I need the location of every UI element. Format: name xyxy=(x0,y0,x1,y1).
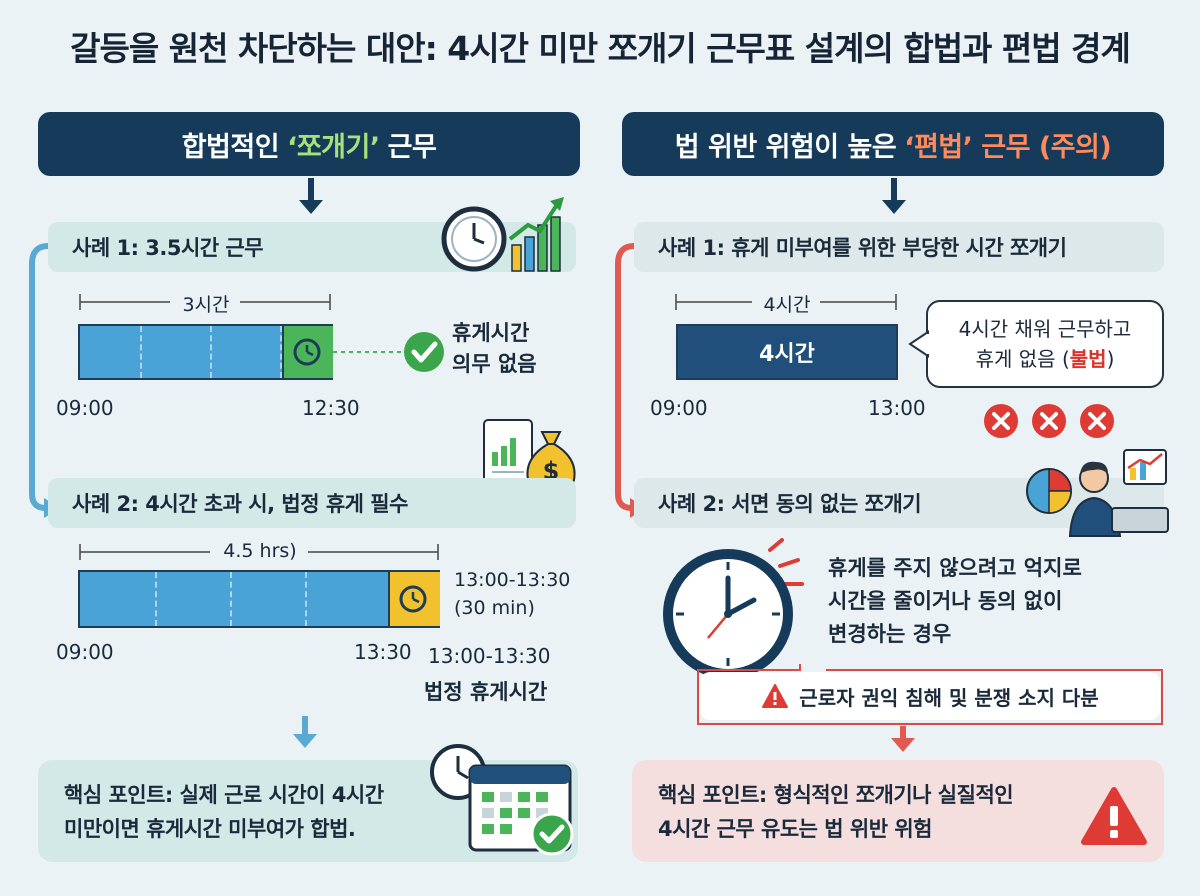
right-case2-desc-line1: 휴게를 주지 않으려고 억지로 xyxy=(828,556,1082,580)
left-key-line1: 핵심 포인트: 실제 근로 시간이 4시간 xyxy=(64,783,384,807)
left-case2-duration: 4.5 hrs) xyxy=(223,540,297,562)
check-icon xyxy=(404,332,444,372)
bubble-tail xyxy=(908,330,930,358)
dashed-connector xyxy=(333,351,401,353)
clock-icon xyxy=(399,585,427,613)
left-case1-start: 09:00 xyxy=(56,396,114,420)
right-key-line2: 4시간 근무 유도는 법 위반 위험 xyxy=(658,817,933,841)
right-key-point: 핵심 포인트: 형식적인 쪼개기나 실질적인 4시간 근무 유도는 법 위반 위… xyxy=(632,760,1164,862)
right-case1-label: 사례 1: 휴게 미부여를 위한 부당한 시간 쪼개기 xyxy=(634,222,1164,272)
right-case2-desc-line2: 시간을 줄이거나 동의 없이 xyxy=(828,589,1063,613)
left-case1-note-line2: 의무 없음 xyxy=(452,352,537,376)
right-case1-bubble-line2: 휴게 없음 (불법) xyxy=(928,344,1162,374)
left-case2-bar xyxy=(78,570,440,628)
pie-chart-icon xyxy=(1026,468,1072,514)
x-icon xyxy=(984,404,1018,438)
right-case2-warning-text: 근로자 권익 침해 및 분쟁 소지 다분 xyxy=(799,685,1099,710)
right-key-line1: 핵심 포인트: 형식적인 쪼개기나 실질적인 xyxy=(658,783,1014,807)
right-case2-desc-line3: 변경하는 경우 xyxy=(828,622,952,646)
growth-chart-icon xyxy=(508,197,564,272)
left-header-highlight: ‘쪼개기’ xyxy=(287,131,380,163)
left-case2-break-caption: 법정 휴게시간 xyxy=(424,680,548,704)
left-case1-note-line1: 휴게시간 xyxy=(452,321,530,345)
bubble-text-illegal: 불법 xyxy=(1069,347,1107,371)
left-header: 합법적인 ‘쪼개기’ 근무 xyxy=(38,112,580,176)
right-case1-bubble-line1: 4시간 채워 근무하고 xyxy=(958,317,1132,341)
right-header-highlight: ‘편법’ 근무 (주의) xyxy=(904,131,1112,163)
left-case2-dimension xyxy=(79,544,439,560)
left-header-post: 근무 xyxy=(387,131,437,163)
right-header: 법 위반 위험이 높은 ‘편법’ 근무 (주의) xyxy=(622,112,1164,176)
clock-icon xyxy=(293,338,321,366)
left-case2-break-note: 13:00-13:30 (30 min) xyxy=(454,566,570,622)
page-title: 갈등을 원천 차단하는 대안: 4시간 미만 쪼개기 근무표 설계의 합법과 편… xyxy=(70,29,1131,68)
right-case2-description: 휴게를 주지 않으려고 억지로 시간을 줄이거나 동의 없이 변경하는 경우 xyxy=(828,552,1082,651)
right-case1-duration: 4시간 xyxy=(763,294,811,316)
calendar-icon xyxy=(430,744,574,856)
left-case1-duration: 3시간 xyxy=(182,294,230,316)
left-case2-break-line1: 13:00-13:30 xyxy=(454,569,571,591)
right-key-arrow xyxy=(891,726,915,752)
clock-icon xyxy=(441,206,507,272)
person-laptop-icon xyxy=(1068,449,1169,537)
left-case1-note: 휴게시간 의무 없음 xyxy=(452,318,537,380)
right-header-arrow xyxy=(882,178,906,214)
x-icon xyxy=(1080,404,1114,438)
right-case1-start: 09:00 xyxy=(650,396,708,420)
right-case1-bar: 4시간 xyxy=(676,324,898,380)
left-case2-break-time: 13:00-13:30 xyxy=(428,644,551,668)
right-case1-bubble: 4시간 채워 근무하고 휴게 없음 (불법) xyxy=(926,300,1164,388)
bubble-text-post: ) xyxy=(1106,347,1115,371)
left-case2-end: 13:30 xyxy=(354,640,412,664)
left-header-pre: 합법적인 xyxy=(181,131,280,163)
right-header-pre: 법 위반 위험이 높은 xyxy=(674,131,897,163)
left-case1-end: 12:30 xyxy=(302,396,360,420)
left-case2-break-line2: (30 min) xyxy=(454,597,535,619)
x-icon xyxy=(1032,404,1066,438)
warning-icon xyxy=(1081,787,1147,845)
clock-icon xyxy=(663,538,804,679)
left-header-arrow xyxy=(299,178,323,214)
left-key-arrow xyxy=(293,716,317,748)
left-case2-label: 사례 2: 4시간 초과 시, 법정 휴게 필수 xyxy=(48,478,576,528)
right-case1-dimension xyxy=(675,294,897,310)
warning-icon xyxy=(762,684,789,708)
left-key-line2: 미만이면 휴게시간 미부여가 합법. xyxy=(64,817,356,841)
callout-outline xyxy=(697,664,1163,725)
right-case1-end: 13:00 xyxy=(868,396,926,420)
right-case2-warning: 근로자 권익 침해 및 분쟁 소지 다분 xyxy=(700,672,1160,720)
left-case1-dimension xyxy=(79,294,331,310)
left-case2-start: 09:00 xyxy=(56,640,114,664)
bubble-text-pre: 휴게 없음 ( xyxy=(975,347,1070,371)
